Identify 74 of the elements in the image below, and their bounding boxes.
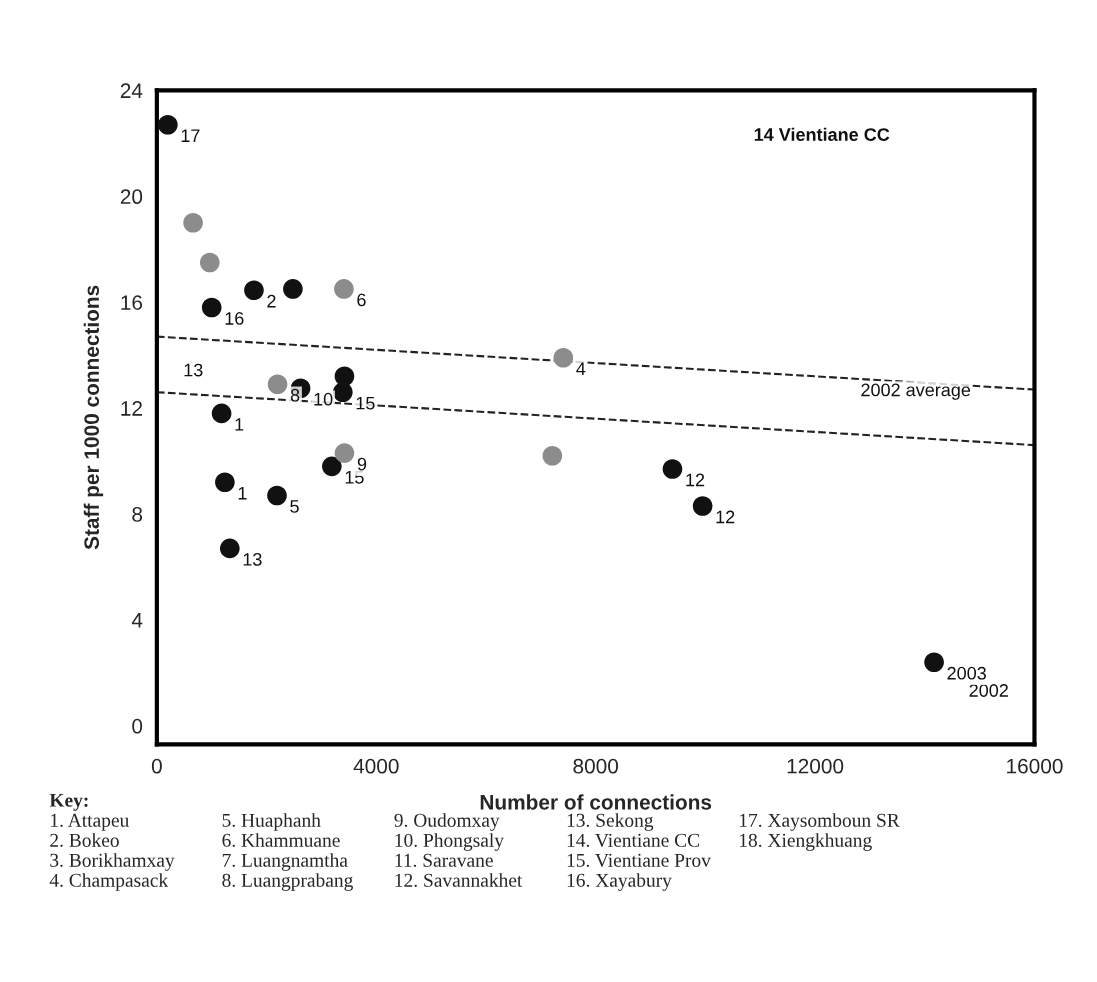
point: [183, 212, 203, 233]
x-tick-label: 12000: [787, 758, 844, 774]
point: [158, 114, 178, 135]
annotation: 9: [357, 457, 367, 471]
annotation: 15: [356, 396, 375, 410]
text: 2. Bokeo: [50, 833, 119, 847]
text: 15. Vientiane Prov: [567, 853, 711, 867]
text: 13. Sekong: [567, 813, 654, 831]
annotation: 8: [290, 388, 300, 402]
annotation: 5: [290, 500, 299, 513]
point: [662, 459, 683, 479]
annotation: 12: [686, 473, 705, 487]
y-tick-label: 16: [121, 295, 143, 310]
text: 17. Xaysomboun SR: [739, 813, 900, 831]
point: [244, 280, 264, 301]
annotation: 2002 average: [861, 383, 971, 400]
point: [332, 382, 353, 403]
annotation: 1: [238, 486, 247, 500]
point: [201, 297, 222, 318]
y-axis-title: Staff per 1000 connections: [83, 285, 104, 550]
y-tick-label: 0: [132, 718, 143, 734]
point: [199, 252, 220, 273]
y-tick-label: 20: [120, 189, 143, 205]
text: 18. Xiengkhuang: [739, 833, 872, 851]
x-tick-label: 8000: [573, 758, 619, 774]
annotation: 17: [181, 129, 200, 142]
annotation: 2: [267, 294, 276, 308]
annotation: 12: [716, 510, 735, 524]
annotation: 10: [314, 392, 333, 406]
annotation: 13: [243, 552, 262, 566]
annotation: 6: [357, 293, 366, 307]
annotation: 14 Vientiane CC: [754, 127, 890, 141]
y-tick-label: 4: [131, 613, 143, 628]
text: 3. Borikhamxay: [50, 853, 175, 871]
point: [692, 496, 713, 516]
annotation: 2003: [947, 666, 986, 680]
y-tick-label: 12: [121, 401, 142, 416]
text: 9. Oudomxay: [394, 813, 500, 831]
annotation: 4: [576, 362, 586, 375]
point: [267, 485, 287, 506]
point: [220, 538, 240, 559]
annotation: 15: [345, 471, 364, 484]
text: 4. Champasack: [49, 873, 169, 891]
text: Key:: [49, 793, 88, 811]
text: 11. Saravane: [395, 853, 493, 867]
x-tick-label: 0: [151, 758, 162, 774]
x-tick-label: 4000: [353, 758, 399, 774]
text: 8. Luangprabang: [222, 873, 353, 891]
point: [924, 652, 944, 673]
text: 6. Khammuane: [222, 833, 340, 847]
text: 7. Luangnamtha: [222, 853, 348, 871]
point: [542, 445, 563, 466]
point: [334, 443, 355, 463]
point: [553, 347, 574, 368]
point: [283, 279, 303, 299]
annotation: 13: [184, 363, 203, 377]
text: 16. Xayabury: [567, 873, 672, 891]
annotation: 2002: [969, 684, 1008, 697]
point: [211, 403, 232, 424]
point: [215, 472, 235, 493]
annotation: 1: [235, 418, 244, 431]
y-tick-label: 8: [132, 507, 143, 522]
text: 10. Phongsaly: [395, 833, 504, 851]
text: 5. Huaphanh: [222, 813, 321, 831]
point: [267, 374, 288, 395]
y-tick-label: 24: [120, 83, 143, 98]
text: 1. Attapeu: [51, 813, 129, 831]
point: [322, 456, 342, 477]
text: 12. Savannakhet: [395, 873, 523, 887]
annotation: 16: [225, 312, 244, 325]
point: [334, 279, 354, 299]
x-axis-title: Number of connections: [480, 794, 712, 810]
x-tick-label: 16000: [1007, 758, 1063, 774]
text: 14. Vientiane CC: [567, 833, 700, 847]
